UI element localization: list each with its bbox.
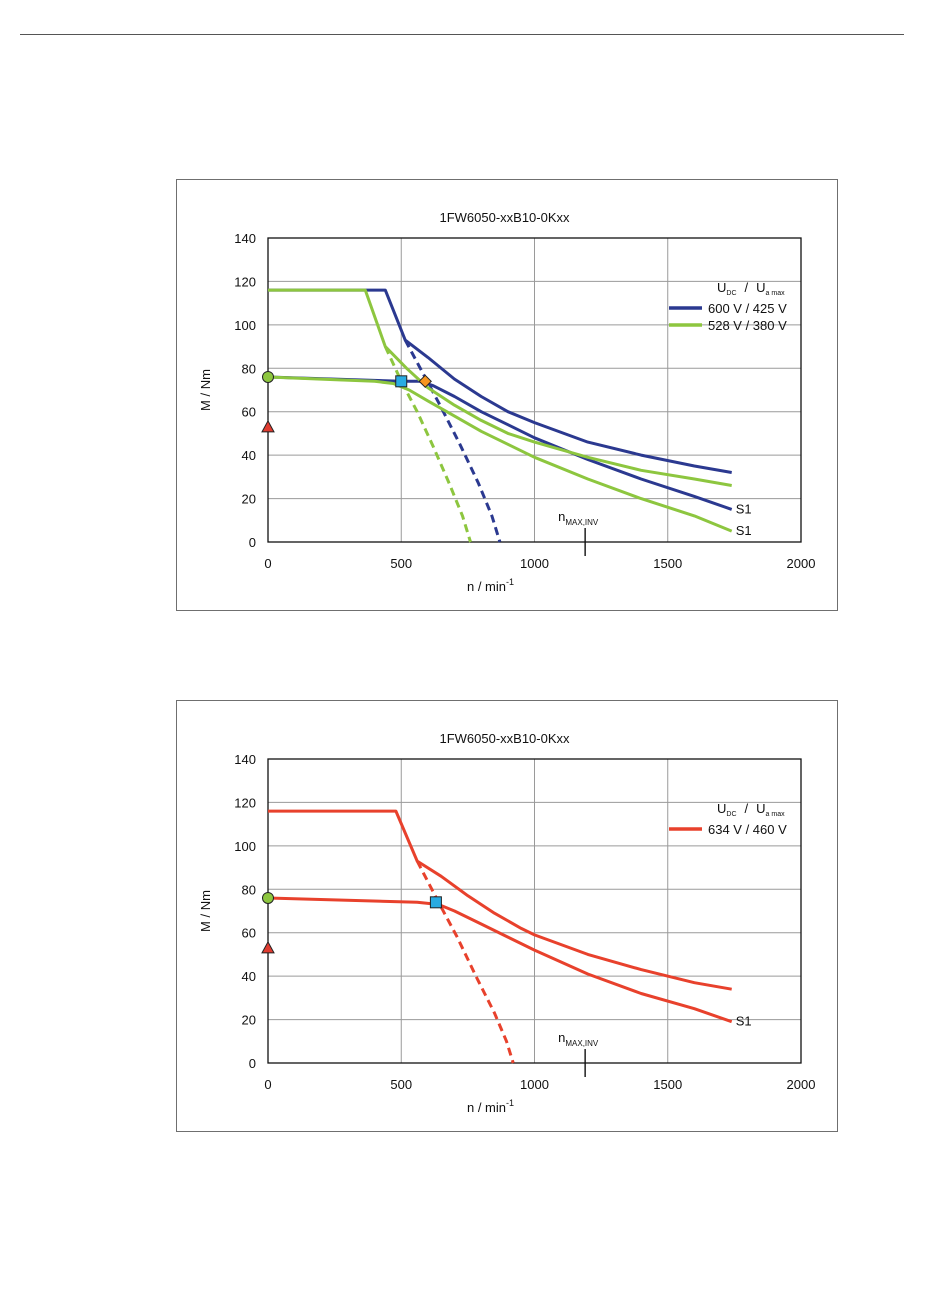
series-line-2-dashed (403, 339, 502, 543)
marker-circle (262, 891, 274, 904)
x-tick-label: 1000 (520, 556, 549, 571)
legend-header-sep: / (745, 801, 749, 816)
torque-speed-chart-2: 1FW6050-xxB10-0Kxx 0 20 40 60 80 100 120 140 0 500… (198, 731, 816, 1115)
chart-panel-1: 1FW6050-xxB10-0Kxx 0 20 40 60 80 100 120 140 0 500… (176, 179, 838, 611)
series-line-4 (268, 288, 732, 487)
legend-header-sub1: DC (726, 290, 736, 297)
x-tick-label: 1500 (653, 556, 682, 571)
legend-header-u1: U (717, 801, 726, 816)
y-tick-label: 40 (242, 448, 256, 463)
legend-header-sep: / (745, 280, 749, 295)
y-axis-label: M / Nm (198, 890, 213, 932)
y-tick-label: 20 (242, 492, 256, 507)
legend-header-sub2: a max (766, 811, 786, 818)
series-line-6 (267, 375, 733, 533)
legend-header-sub1: DC (726, 811, 736, 818)
y-tick-label: 140 (234, 231, 256, 246)
y-tick-label: 0 (249, 535, 256, 550)
marker-square (395, 375, 408, 388)
y-tick-label: 60 (242, 926, 256, 941)
marker-square (429, 896, 442, 909)
y-tick-label: 100 (234, 318, 256, 333)
legend-header: UDC / Ua max (717, 280, 785, 297)
page-top-rule (20, 34, 904, 35)
y-tick-label: 40 (242, 969, 256, 984)
x-axis-label: n / min-1 (467, 577, 514, 594)
plot-area-border (267, 237, 802, 543)
legend-header-u2: U (756, 801, 765, 816)
x-tick-label: 500 (390, 556, 412, 571)
x-axis-label: n / min-1 (467, 1098, 514, 1115)
y-tick-label: 120 (234, 795, 256, 810)
nmax-inv-annotation: nMAX,INV (558, 509, 599, 527)
legend-entry-label: 634 V / 460 V (708, 822, 787, 837)
legend-header: UDC / Ua max (717, 801, 785, 818)
chart-title: 1FW6050-xxB10-0Kxx (439, 210, 570, 225)
legend-entry-label: 528 V / 380 V (708, 318, 787, 333)
x-tick-label: 1500 (653, 1077, 682, 1092)
series-end-label: S1 (736, 523, 752, 538)
legend-entry-label: 600 V / 425 V (708, 301, 787, 316)
chart-panel-2: 1FW6050-xxB10-0Kxx 0 20 40 60 80 100 120 140 0 500… (176, 700, 838, 1132)
y-tick-label: 20 (242, 1013, 256, 1028)
y-tick-label: 120 (234, 274, 256, 289)
y-tick-label: 60 (242, 405, 256, 420)
x-tick-label: 2000 (787, 556, 816, 571)
x-tick-label: 2000 (787, 1077, 816, 1092)
nmax-inv-main: n (558, 1030, 565, 1045)
series-line-5-dashed (383, 345, 472, 543)
nmax-inv-main: n (558, 509, 565, 524)
marker-diamond (418, 374, 432, 389)
marker-triangle (261, 419, 275, 433)
y-tick-label: 0 (249, 1056, 256, 1071)
x-axis-label-main: n / min (467, 1100, 506, 1115)
marker-triangle (261, 940, 275, 954)
nmax-inv-annotation: nMAX,INV (558, 1030, 599, 1048)
x-axis-label-superscript: -1 (506, 577, 514, 587)
y-tick-label: 100 (234, 839, 256, 854)
x-tick-label: 0 (264, 556, 271, 571)
series-line-3 (267, 375, 733, 511)
x-tick-label: 0 (264, 1077, 271, 1092)
nmax-inv-subscript: MAX,INV (565, 518, 599, 527)
y-axis-label: M / Nm (198, 369, 213, 411)
legend-header-u1: U (717, 280, 726, 295)
series-line-1 (268, 288, 732, 474)
chart-title: 1FW6050-xxB10-0Kxx (439, 731, 570, 746)
y-tick-label: 80 (242, 361, 256, 376)
legend-header-u2: U (756, 280, 765, 295)
y-tick-label: 140 (234, 752, 256, 767)
x-tick-label: 1000 (520, 1077, 549, 1092)
x-axis-label-main: n / min (467, 579, 506, 594)
y-tick-label: 80 (242, 882, 256, 897)
series-line-2-dashed (415, 860, 515, 1064)
series-line-1 (268, 809, 732, 991)
series-end-label: S1 (736, 501, 752, 516)
x-axis-label-superscript: -1 (506, 1098, 514, 1108)
legend-header-sub2: a max (766, 290, 786, 297)
plot-area-border (267, 758, 802, 1064)
torque-speed-chart-1: 1FW6050-xxB10-0Kxx 0 20 40 60 80 100 120 140 0 500… (198, 210, 816, 594)
marker-circle (262, 370, 274, 383)
nmax-inv-subscript: MAX,INV (565, 1039, 599, 1048)
series-end-label: S1 (736, 1014, 752, 1029)
x-tick-label: 500 (390, 1077, 412, 1092)
